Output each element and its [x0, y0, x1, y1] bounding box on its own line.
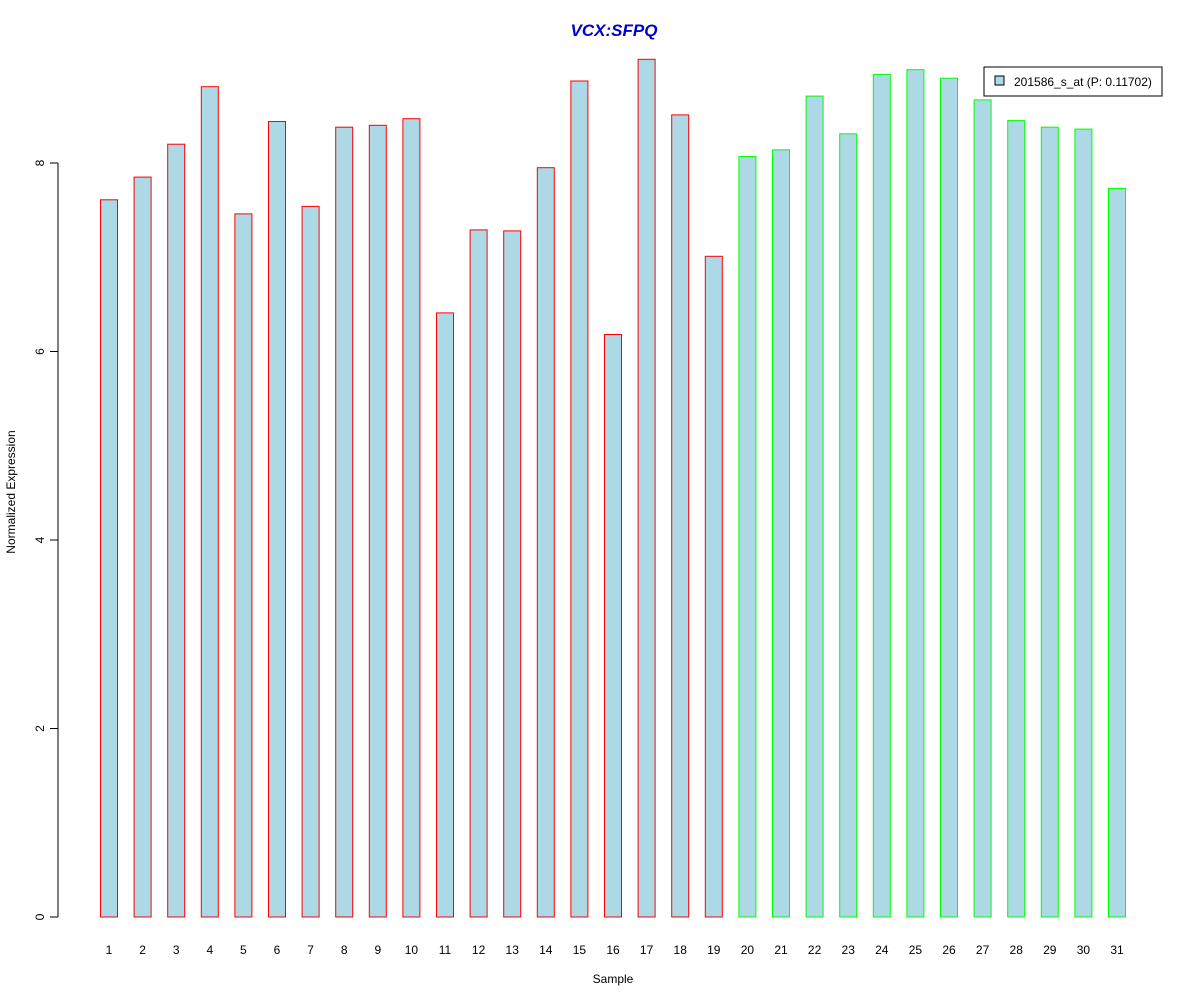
- y-axis: 0 2 4 6 8: [33, 159, 59, 920]
- x-tick-label: 11: [439, 943, 452, 957]
- bar-sample-11: [436, 312, 454, 918]
- bar-sample-20: [738, 155, 757, 918]
- x-tick-label: 2: [139, 943, 146, 957]
- x-tick-label: 25: [909, 943, 923, 957]
- x-tick-label: 17: [640, 943, 654, 957]
- x-tick-label: 13: [506, 943, 520, 957]
- x-tick-label: 4: [206, 943, 213, 957]
- x-tick-label: 19: [707, 943, 721, 957]
- y-tick-label: 2: [33, 725, 47, 732]
- x-axis-label: Sample: [593, 972, 634, 986]
- bar-sample-8: [335, 126, 354, 918]
- bar-sample-23: [839, 133, 858, 918]
- x-tick-label: 7: [307, 943, 314, 957]
- x-tick-label: 21: [774, 943, 788, 957]
- x-tick-label: 20: [741, 943, 755, 957]
- x-tick-label: 24: [875, 943, 889, 957]
- x-tick-label: 29: [1043, 943, 1057, 957]
- bar-sample-16: [604, 334, 622, 918]
- bar-sample-21: [772, 149, 790, 918]
- bar-sample-4: [200, 86, 219, 918]
- x-tick-label: 8: [341, 943, 348, 957]
- bars-group: [100, 58, 1126, 918]
- x-tick-label: 16: [606, 943, 620, 957]
- bar-sample-27: [973, 99, 992, 918]
- x-tick-label: 12: [472, 943, 486, 957]
- bar-sample-10: [402, 118, 421, 918]
- x-tick-label: 30: [1077, 943, 1091, 957]
- x-tick-label: 5: [240, 943, 247, 957]
- x-tick-label: 1: [106, 943, 113, 957]
- bar-sample-31: [1108, 187, 1126, 918]
- bar-sample-3: [167, 143, 186, 918]
- legend-swatch: [994, 75, 1005, 86]
- bar-sample-14: [536, 167, 555, 918]
- y-axis-label: Normalized Expression: [4, 430, 18, 553]
- x-tick-label: 26: [942, 943, 956, 957]
- bar-sample-5: [234, 213, 253, 918]
- x-tick-label: 10: [405, 943, 419, 957]
- x-tick-label: 14: [539, 943, 553, 957]
- x-tick-label: 6: [274, 943, 281, 957]
- bar-sample-26: [940, 77, 958, 918]
- bar-sample-30: [1074, 128, 1093, 918]
- y-tick-label: 8: [33, 159, 47, 166]
- x-tick-label: 27: [976, 943, 990, 957]
- bar-sample-22: [805, 95, 824, 918]
- y-tick-label: 4: [33, 536, 47, 543]
- bar-sample-29: [1040, 126, 1059, 918]
- x-tick-label: 18: [674, 943, 688, 957]
- bar-sample-12: [469, 229, 488, 918]
- bar-sample-1: [100, 199, 118, 918]
- x-tick-labels: 1 2 3 4 5 6 7 8 9 10 11 12 13 14 15 16 17 18 19 20 21 22 23 24 2…: [106, 943, 1124, 957]
- legend-label: 201586_s_at (P: 0.11702): [1014, 75, 1152, 89]
- bar-sample-19: [704, 255, 723, 918]
- bar-sample-18: [671, 114, 690, 918]
- x-tick-label: 28: [1010, 943, 1024, 957]
- legend-box: [983, 66, 1163, 97]
- chart-title: VCX:SFPQ: [571, 21, 658, 40]
- x-tick-label: 23: [842, 943, 856, 957]
- legend: 201586_s_at (P: 0.11702): [983, 66, 1163, 97]
- bar-sample-9: [368, 124, 387, 918]
- bar-sample-15: [570, 80, 589, 918]
- bar-sample-17: [637, 58, 656, 918]
- bar-sample-24: [872, 73, 891, 918]
- x-tick-label: 22: [808, 943, 822, 957]
- bar-sample-28: [1007, 120, 1026, 918]
- bar-sample-13: [503, 230, 522, 918]
- bar-sample-6: [268, 121, 286, 918]
- bar-sample-25: [906, 69, 925, 918]
- bar-sample-2: [133, 176, 152, 918]
- bar-sample-7: [301, 205, 320, 918]
- x-tick-label: 3: [173, 943, 180, 957]
- x-tick-label: 15: [573, 943, 587, 957]
- y-tick-label: 0: [33, 913, 47, 920]
- x-tick-label: 31: [1110, 943, 1124, 957]
- x-tick-label: 9: [374, 943, 381, 957]
- y-tick-label: 6: [33, 348, 47, 355]
